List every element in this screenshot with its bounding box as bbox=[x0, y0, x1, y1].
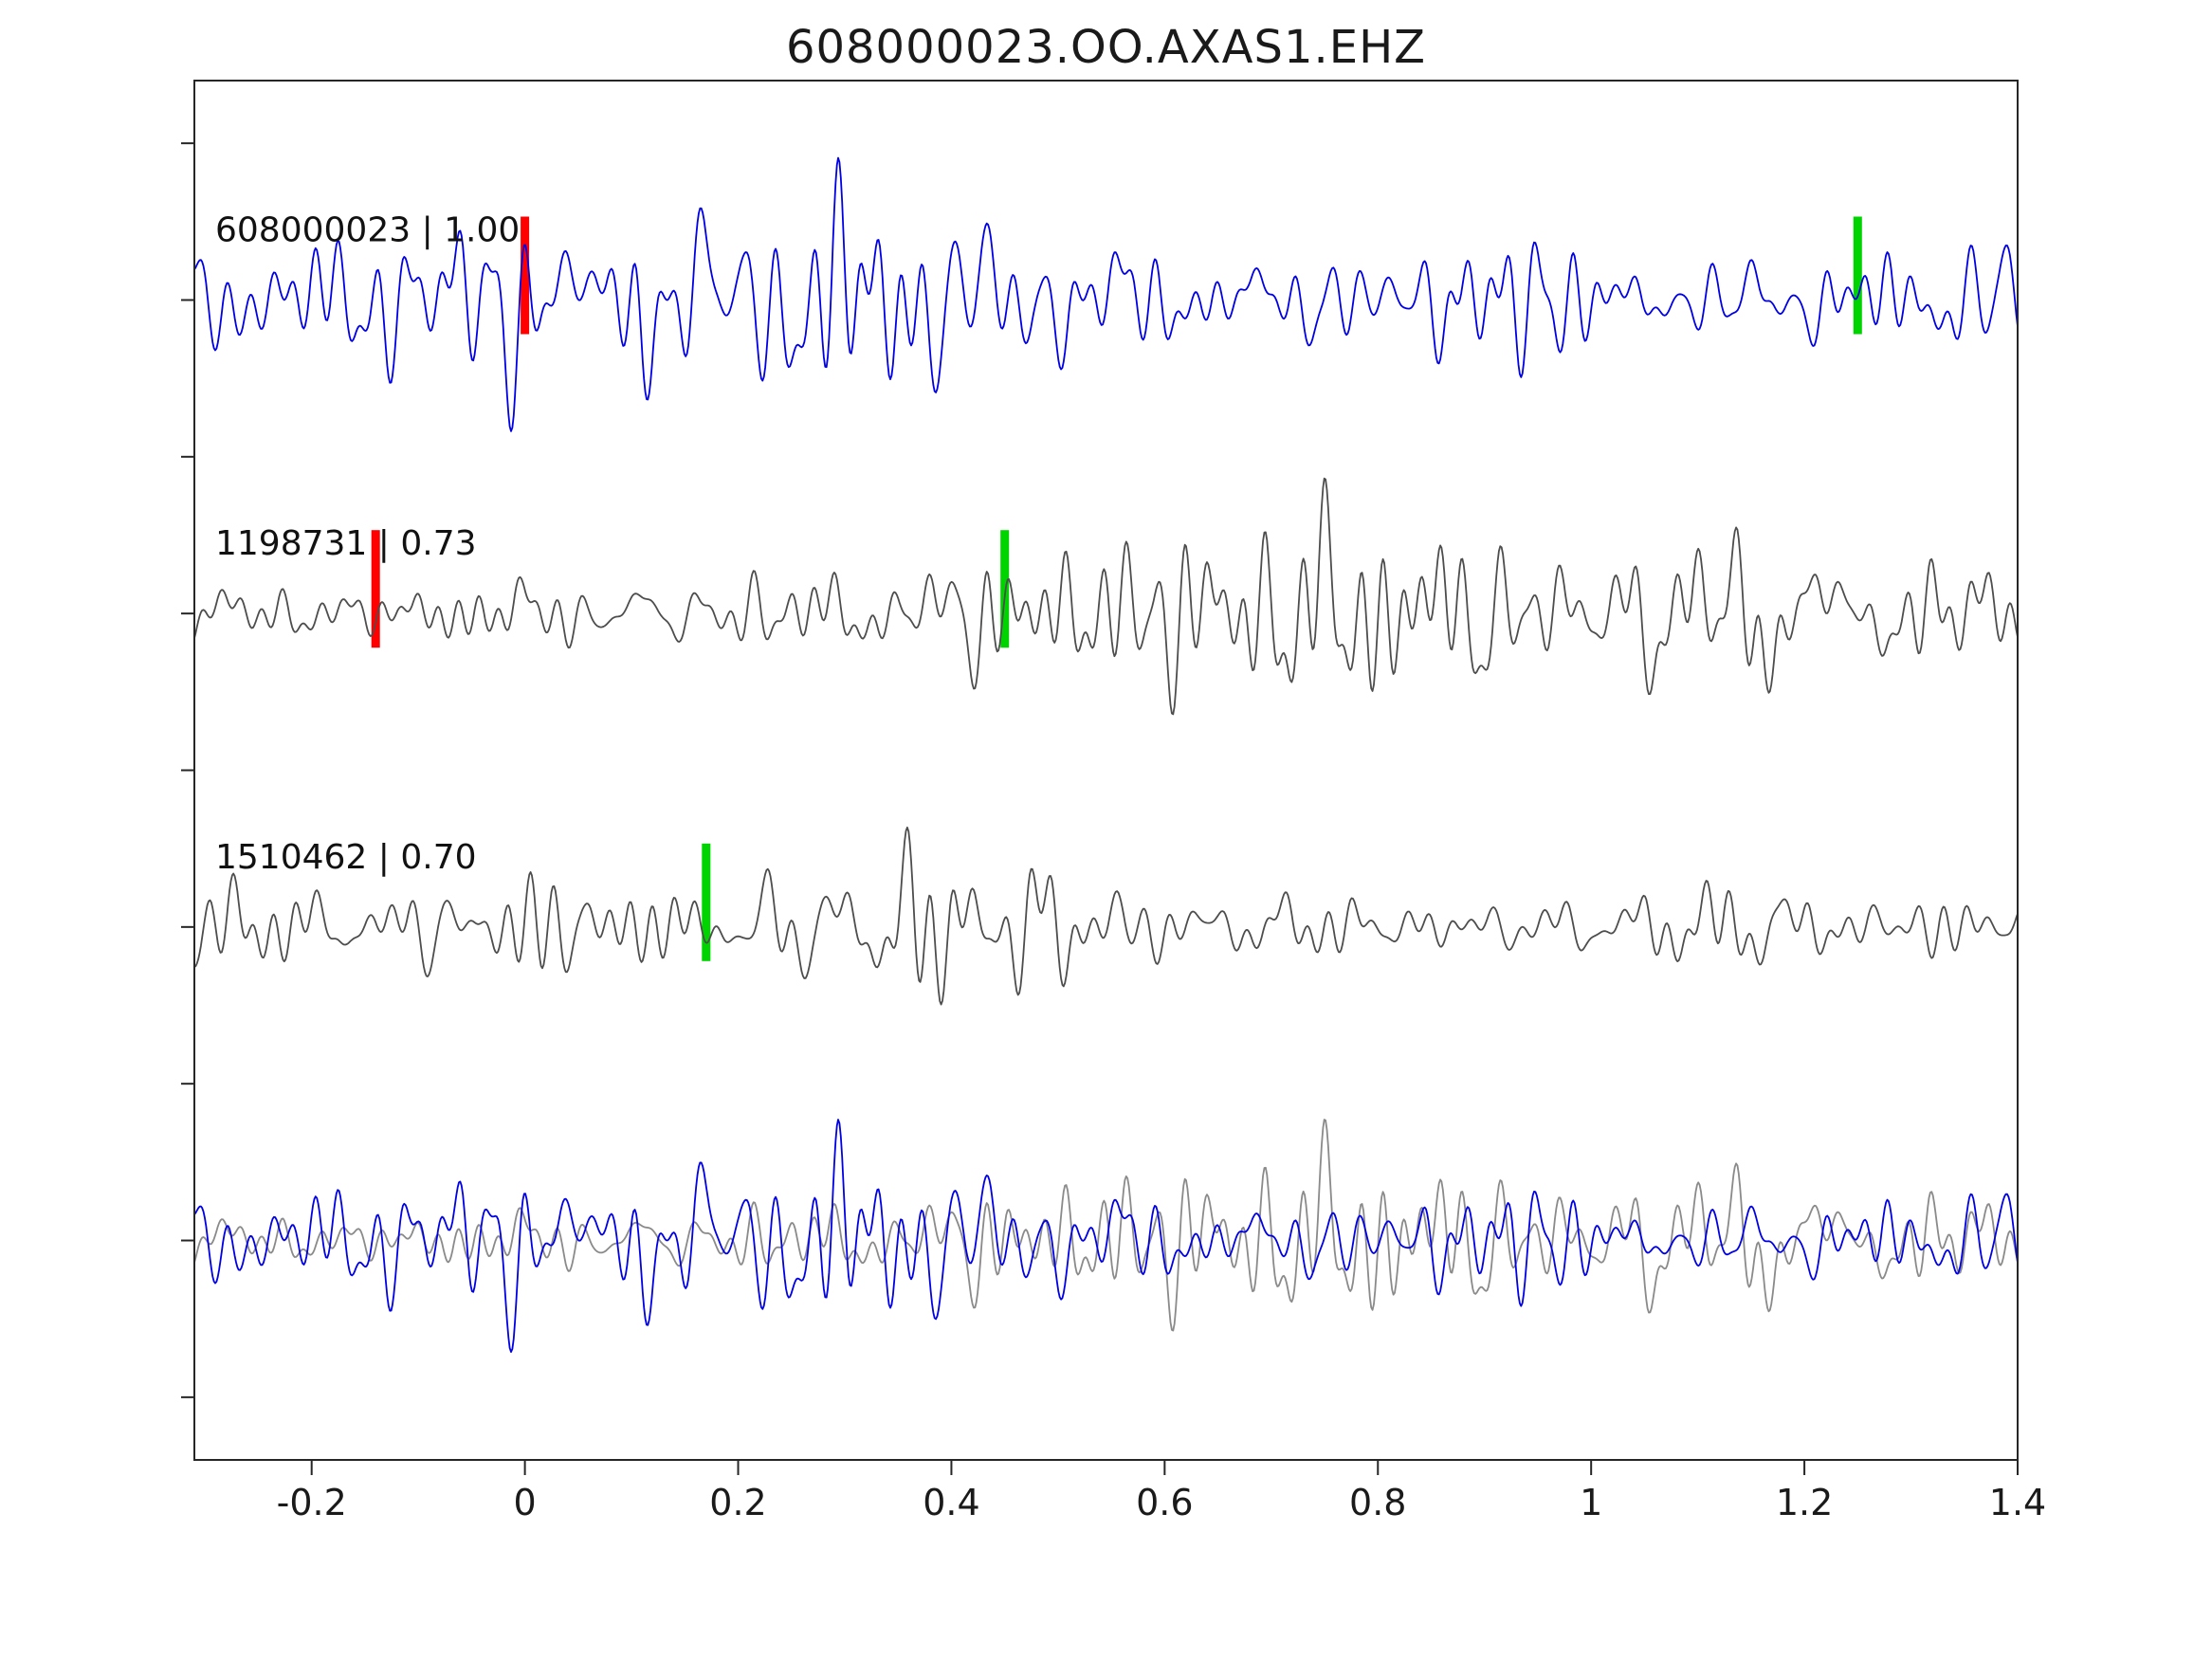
x-tick-label: 0 bbox=[514, 1482, 537, 1523]
x-tick-label: 1 bbox=[1580, 1482, 1602, 1523]
overlay-detection-trace-line bbox=[194, 1119, 2018, 1353]
pick-marker-red-pick-trace-1 bbox=[371, 530, 380, 648]
overlay-template-trace-line bbox=[194, 1119, 2018, 1332]
pick-marker-green-pick-trace-2 bbox=[702, 843, 711, 961]
trace-line-1198731 bbox=[194, 477, 2018, 716]
trace-label-1510462: 1510462 | 0.70 bbox=[215, 838, 477, 877]
x-tick-label: 1.2 bbox=[1776, 1482, 1833, 1523]
trace-label-1198731: 1198731 | 0.73 bbox=[215, 524, 477, 563]
chart-title: 608000023.OO.AXAS1.EHZ bbox=[785, 21, 1427, 74]
x-tick-label: 0.2 bbox=[709, 1482, 766, 1523]
x-tick-label: -0.2 bbox=[277, 1482, 347, 1523]
x-tick-label: 1.4 bbox=[1989, 1482, 2046, 1523]
x-tick-label: 0.4 bbox=[923, 1482, 979, 1523]
trace-line-608000023 bbox=[194, 156, 2018, 432]
trace-line-1510462 bbox=[194, 826, 2018, 1006]
x-tick-label: 0.6 bbox=[1136, 1482, 1193, 1523]
x-tick-label: 0.8 bbox=[1349, 1482, 1406, 1523]
pick-marker-green-pick-trace-0 bbox=[1853, 216, 1862, 335]
trace-label-608000023: 608000023 | 1.00 bbox=[215, 211, 520, 250]
pick-marker-green-pick-trace-1 bbox=[1000, 530, 1010, 648]
pick-marker-red-pick-trace-0 bbox=[521, 216, 530, 335]
